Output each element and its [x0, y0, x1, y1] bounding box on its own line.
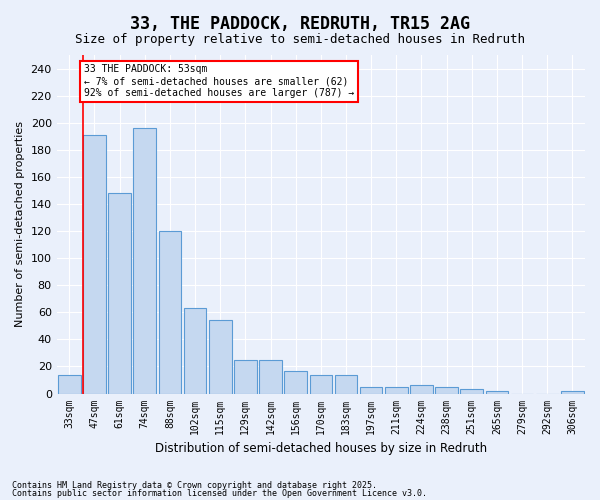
Bar — [83, 135, 106, 394]
Bar — [133, 128, 156, 394]
Bar — [158, 231, 181, 394]
Bar — [209, 320, 232, 394]
Bar — [385, 387, 407, 394]
Y-axis label: Number of semi-detached properties: Number of semi-detached properties — [15, 122, 25, 328]
Bar — [234, 360, 257, 394]
Bar — [436, 387, 458, 394]
Bar — [360, 387, 382, 394]
Text: Contains public sector information licensed under the Open Government Licence v3: Contains public sector information licen… — [12, 489, 427, 498]
Bar — [184, 308, 206, 394]
Bar — [561, 391, 584, 394]
Bar — [259, 360, 282, 394]
Bar — [58, 374, 80, 394]
Bar — [460, 390, 483, 394]
Text: Contains HM Land Registry data © Crown copyright and database right 2025.: Contains HM Land Registry data © Crown c… — [12, 480, 377, 490]
Bar — [108, 193, 131, 394]
Text: Size of property relative to semi-detached houses in Redruth: Size of property relative to semi-detach… — [75, 32, 525, 46]
Bar — [485, 391, 508, 394]
Text: 33 THE PADDOCK: 53sqm
← 7% of semi-detached houses are smaller (62)
92% of semi-: 33 THE PADDOCK: 53sqm ← 7% of semi-detac… — [85, 64, 355, 98]
Bar — [335, 374, 358, 394]
Text: 33, THE PADDOCK, REDRUTH, TR15 2AG: 33, THE PADDOCK, REDRUTH, TR15 2AG — [130, 15, 470, 33]
Bar — [410, 386, 433, 394]
Bar — [310, 374, 332, 394]
X-axis label: Distribution of semi-detached houses by size in Redruth: Distribution of semi-detached houses by … — [155, 442, 487, 455]
Bar — [284, 370, 307, 394]
